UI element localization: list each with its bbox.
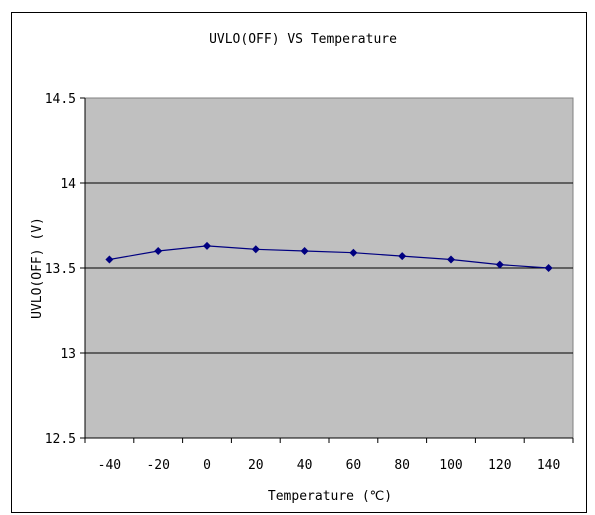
x-tick-labels: -40 -20 0 20 40 60 80 100 120 140 xyxy=(98,458,561,473)
data-point-marker xyxy=(349,248,358,257)
x-tick-label: -20 xyxy=(146,458,169,473)
x-tick-label: 20 xyxy=(248,458,264,473)
data-point-marker xyxy=(154,247,163,255)
x-tick-label: 120 xyxy=(488,458,511,473)
data-point-marker xyxy=(251,245,260,254)
x-tick-label: 100 xyxy=(439,458,462,473)
axes xyxy=(80,97,574,443)
y-tick-label: 13 xyxy=(60,347,76,362)
x-tick-label: 0 xyxy=(203,458,211,473)
y-axis-label: UVLO(OFF) (V) xyxy=(30,217,45,319)
data-point-marker xyxy=(398,252,407,261)
y-tick-label: 12.5 xyxy=(45,432,76,447)
series-line xyxy=(109,245,549,269)
y-tick-label: 14.5 xyxy=(45,92,76,107)
x-tick-label: -40 xyxy=(98,458,121,473)
chart-frame xyxy=(11,12,587,513)
data-point-marker xyxy=(203,241,211,250)
data-point-marker xyxy=(300,247,309,255)
x-tick-label: 80 xyxy=(394,458,410,473)
x-tick-label: 60 xyxy=(346,458,362,473)
data-point-marker xyxy=(447,255,455,264)
x-tick-label: 140 xyxy=(537,458,560,473)
data-series xyxy=(105,241,553,272)
gridlines xyxy=(85,182,573,354)
data-point-marker xyxy=(495,260,504,269)
chart-title: UVLO(OFF) VS Temperature xyxy=(209,32,397,47)
x-axis-label: Temperature (℃) xyxy=(268,489,392,504)
y-tick-labels: 12.5 13 13.5 14 14.5 xyxy=(45,92,76,447)
data-point-marker xyxy=(105,255,114,264)
y-tick-label: 13.5 xyxy=(45,262,76,277)
x-tick-label: 40 xyxy=(297,458,313,473)
data-point-marker xyxy=(544,264,553,272)
y-tick-label: 14 xyxy=(60,177,76,192)
